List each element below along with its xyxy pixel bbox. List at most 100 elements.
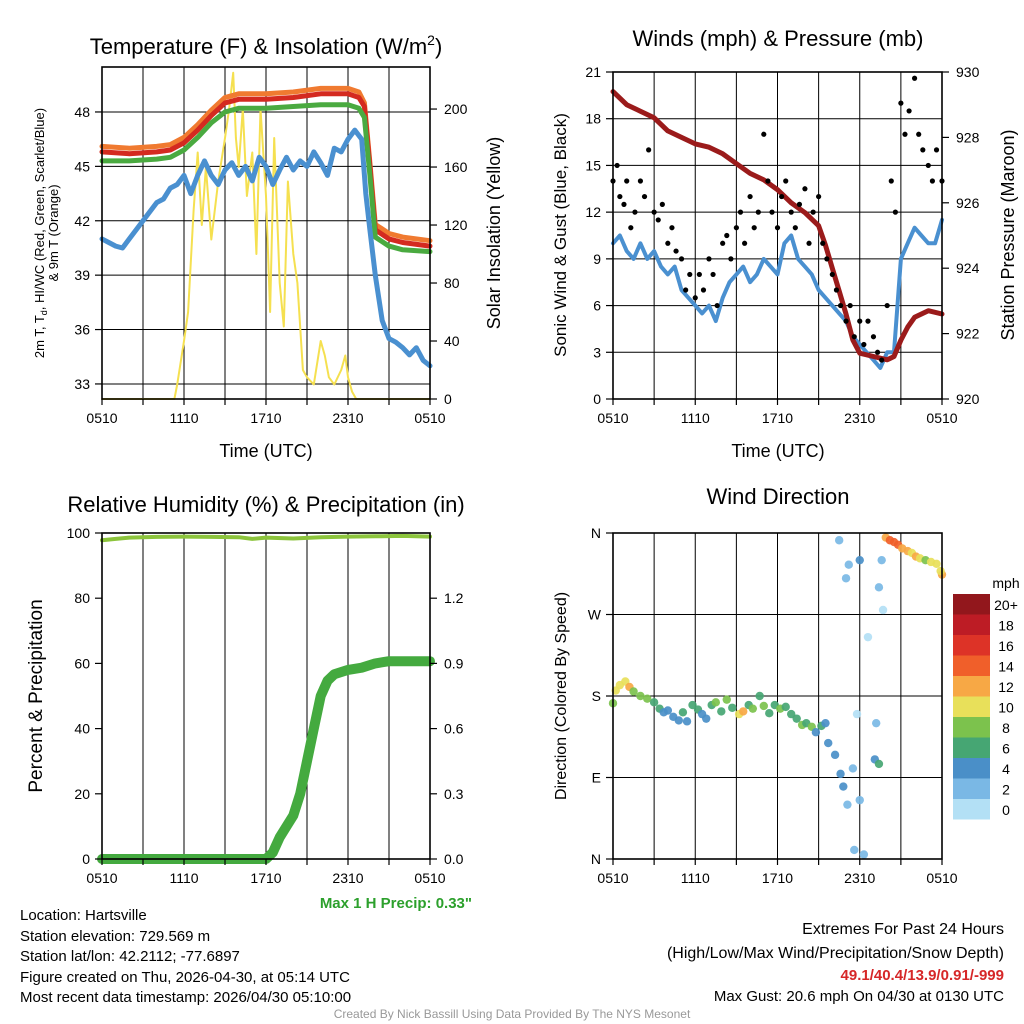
x-tick-label: 0510: [86, 410, 117, 426]
gust-point: [892, 209, 898, 215]
y-tick-label: 45: [74, 158, 90, 174]
y-tick-label: E: [592, 770, 601, 786]
legend-swatch: [953, 655, 990, 676]
wind-direction-point: [932, 559, 941, 568]
created-text: Figure created on Thu, 2026-04-30, at 05…: [20, 968, 350, 986]
wind-direction-point: [834, 536, 844, 545]
gust-point: [673, 248, 679, 254]
gust-point: [796, 201, 803, 207]
wind-direction-point: [863, 632, 873, 642]
gust-point: [898, 100, 904, 106]
x-tick-label: 0510: [926, 870, 957, 886]
gust-point: [720, 240, 726, 246]
wind-direction-point: [678, 708, 688, 717]
x-tick-label: 0510: [597, 870, 628, 886]
y-tick-label: 20: [74, 786, 90, 802]
gust-point: [783, 178, 789, 184]
extremes-values: 49.1/40.4/13.9/0.91/-999: [840, 967, 1004, 984]
winds-chart-title: Winds (mph) & Pressure (mb): [633, 26, 924, 51]
x-tick-label: 0510: [597, 410, 628, 426]
station-info: Location: Hartsville Station elevation: …: [20, 906, 351, 1009]
gust-point: [724, 232, 730, 239]
wind-direction-point: [759, 701, 768, 711]
right-y-tick-label: 920: [956, 391, 980, 407]
right-y-tick-label: 928: [956, 129, 980, 145]
wind-direction-point: [839, 782, 848, 791]
humidity-y-axis-label: Percent & Precipitation: [26, 599, 47, 792]
relative-humidity-line: [100, 533, 432, 543]
gust-point: [651, 209, 657, 215]
pressure-y-axis-label: Station Pressure (Maroon): [998, 129, 1018, 340]
dewpoint-line: [99, 127, 433, 369]
wind-direction-point: [843, 800, 852, 809]
gust-point: [874, 349, 881, 355]
extremes-subtitle: (High/Low/Max Wind/Precipitation/Snow De…: [666, 945, 1004, 962]
gust-point: [906, 108, 912, 114]
gust-point: [655, 217, 661, 223]
gust-point: [888, 178, 894, 184]
wind-direction-point: [711, 698, 721, 707]
x-tick-label: 0510: [86, 870, 117, 886]
temperature-x-axis-label: Time (UTC): [219, 441, 312, 461]
wind-direction-point: [748, 704, 758, 713]
gust-point: [742, 240, 748, 246]
y-tick-label: W: [588, 607, 602, 623]
legend-swatch: [953, 717, 990, 738]
extremes-title: Extremes For Past 24 Hours: [802, 921, 1004, 938]
x-tick-label: 2310: [332, 410, 363, 426]
gust-point: [747, 193, 753, 200]
wind-direction-point: [674, 716, 683, 725]
humidity-chart-title: Relative Humidity (%) & Precipitation (i…: [67, 492, 464, 517]
station-pressure-line: [610, 89, 945, 363]
temperature-chart-title: Temperature (F) & Insolation (W/m2): [90, 32, 443, 59]
gust-point: [820, 240, 826, 246]
temperature-chart: 0510 1110 1710 2310 0510 33 36 39 42 45 48 0 40 80 120…: [74, 66, 468, 426]
legend-swatch: [953, 614, 990, 635]
right-y-tick-label: 0.3: [444, 786, 464, 802]
temperature-y-axis-label: 2m T, Td, HI/WC (Red, Green, Scarlet/Blu…: [32, 108, 49, 358]
gust-point: [925, 162, 931, 169]
wind-direction-point: [877, 555, 886, 565]
gust-point: [678, 256, 685, 262]
legend-label: 4: [1002, 761, 1010, 777]
right-y-tick-label: 120: [444, 217, 468, 233]
gust-point: [755, 209, 761, 215]
gust-point: [933, 147, 940, 153]
legend-swatch: [953, 676, 990, 697]
gust-point: [669, 225, 675, 231]
y-tick-label: 36: [74, 322, 90, 338]
gust-point: [884, 302, 890, 309]
x-tick-label: 0510: [414, 410, 445, 426]
legend-label: 20+: [994, 597, 1018, 613]
wind-direction-point: [855, 555, 864, 565]
gust-point: [911, 75, 918, 81]
right-y-tick-label: 922: [956, 326, 980, 342]
legend-title: mph: [992, 575, 1019, 591]
wind-direction-point: [848, 764, 858, 773]
gust-point: [761, 131, 767, 137]
gust-point: [829, 271, 835, 278]
wind-direction-point: [781, 702, 790, 712]
right-y-tick-label: 0.0: [444, 851, 464, 867]
gust-point: [621, 201, 627, 207]
legend-swatch: [953, 594, 990, 615]
winds-x-axis-label: Time (UTC): [731, 441, 824, 461]
gust-point: [659, 201, 665, 207]
gust-point: [879, 357, 885, 363]
right-y-tick-label: 0.6: [444, 721, 464, 737]
solar-insolation-line: [101, 71, 431, 400]
y-tick-label: 15: [585, 157, 601, 173]
gust-point: [733, 225, 739, 231]
right-y-tick-label: 926: [956, 195, 980, 211]
x-tick-label: 1110: [681, 870, 710, 886]
legend-swatch: [953, 635, 990, 656]
y-tick-label: 60: [74, 655, 90, 671]
right-y-tick-label: 0.9: [444, 655, 464, 671]
wind-direction-point: [874, 583, 884, 592]
gust-point: [728, 256, 734, 262]
right-y-tick-label: 80: [444, 275, 460, 291]
elevation-text: Station elevation: 729.569 m: [20, 927, 211, 945]
gust-point: [788, 209, 794, 215]
wind-direction-point: [643, 694, 652, 703]
y-tick-label: N: [591, 851, 601, 867]
